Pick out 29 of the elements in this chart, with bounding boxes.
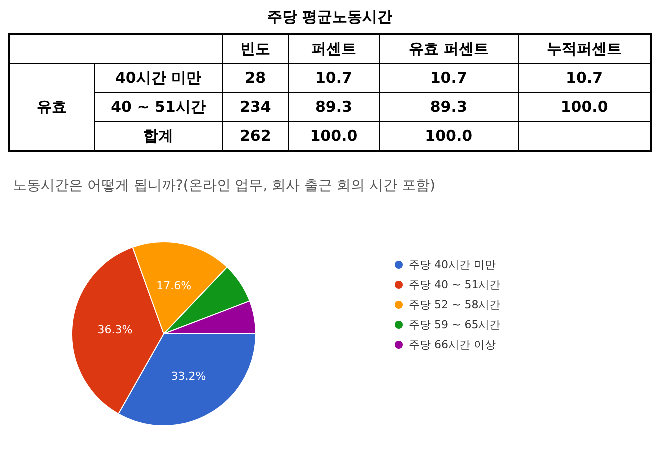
data-label: 36.3% xyxy=(98,323,133,336)
text: 28 xyxy=(245,69,266,87)
category-label: 합계 xyxy=(144,126,174,144)
text: 234 xyxy=(240,98,272,116)
text: 100.0 xyxy=(310,127,358,145)
chart-title: 노동시간은 어떻게 됩니까?(온라인 업무, 회사 출근 회의 시간 포함) xyxy=(13,178,436,194)
data-label: 33.2% xyxy=(171,370,206,383)
text: 10.7 xyxy=(566,69,604,87)
category-label: 40시간 미만 xyxy=(115,68,202,86)
text: 262 xyxy=(240,127,272,145)
category-label: 누적퍼센트 xyxy=(518,34,651,64)
category-label: 빈도 xyxy=(222,34,289,64)
legend-label: 주당 59 ~ 65시간 xyxy=(409,318,501,332)
text: 유효 xyxy=(9,64,94,151)
text: 100.0 xyxy=(560,98,608,116)
legend-label: 주당 40시간 미만 xyxy=(409,258,496,272)
text: 10.7 xyxy=(315,69,352,87)
category-label: 퍼센트 xyxy=(288,34,380,64)
legend-label: 주당 52 ~ 58시간 xyxy=(409,298,501,312)
category-label: 40 ~ 51시간 xyxy=(111,98,206,116)
legend-label: 주당 66시간 이상 xyxy=(409,338,496,352)
data-label: 17.6% xyxy=(156,280,192,293)
text: 주당 평균노동시간 xyxy=(266,8,394,27)
legend-label: 주당 40 ~ 51시간 xyxy=(409,278,501,292)
text: 10.7 xyxy=(430,69,468,87)
text: 89.3 xyxy=(315,98,352,116)
text: 100.0 xyxy=(425,127,473,145)
category-label: 유효 퍼센트 xyxy=(379,34,519,64)
text: 89.3 xyxy=(430,98,468,116)
